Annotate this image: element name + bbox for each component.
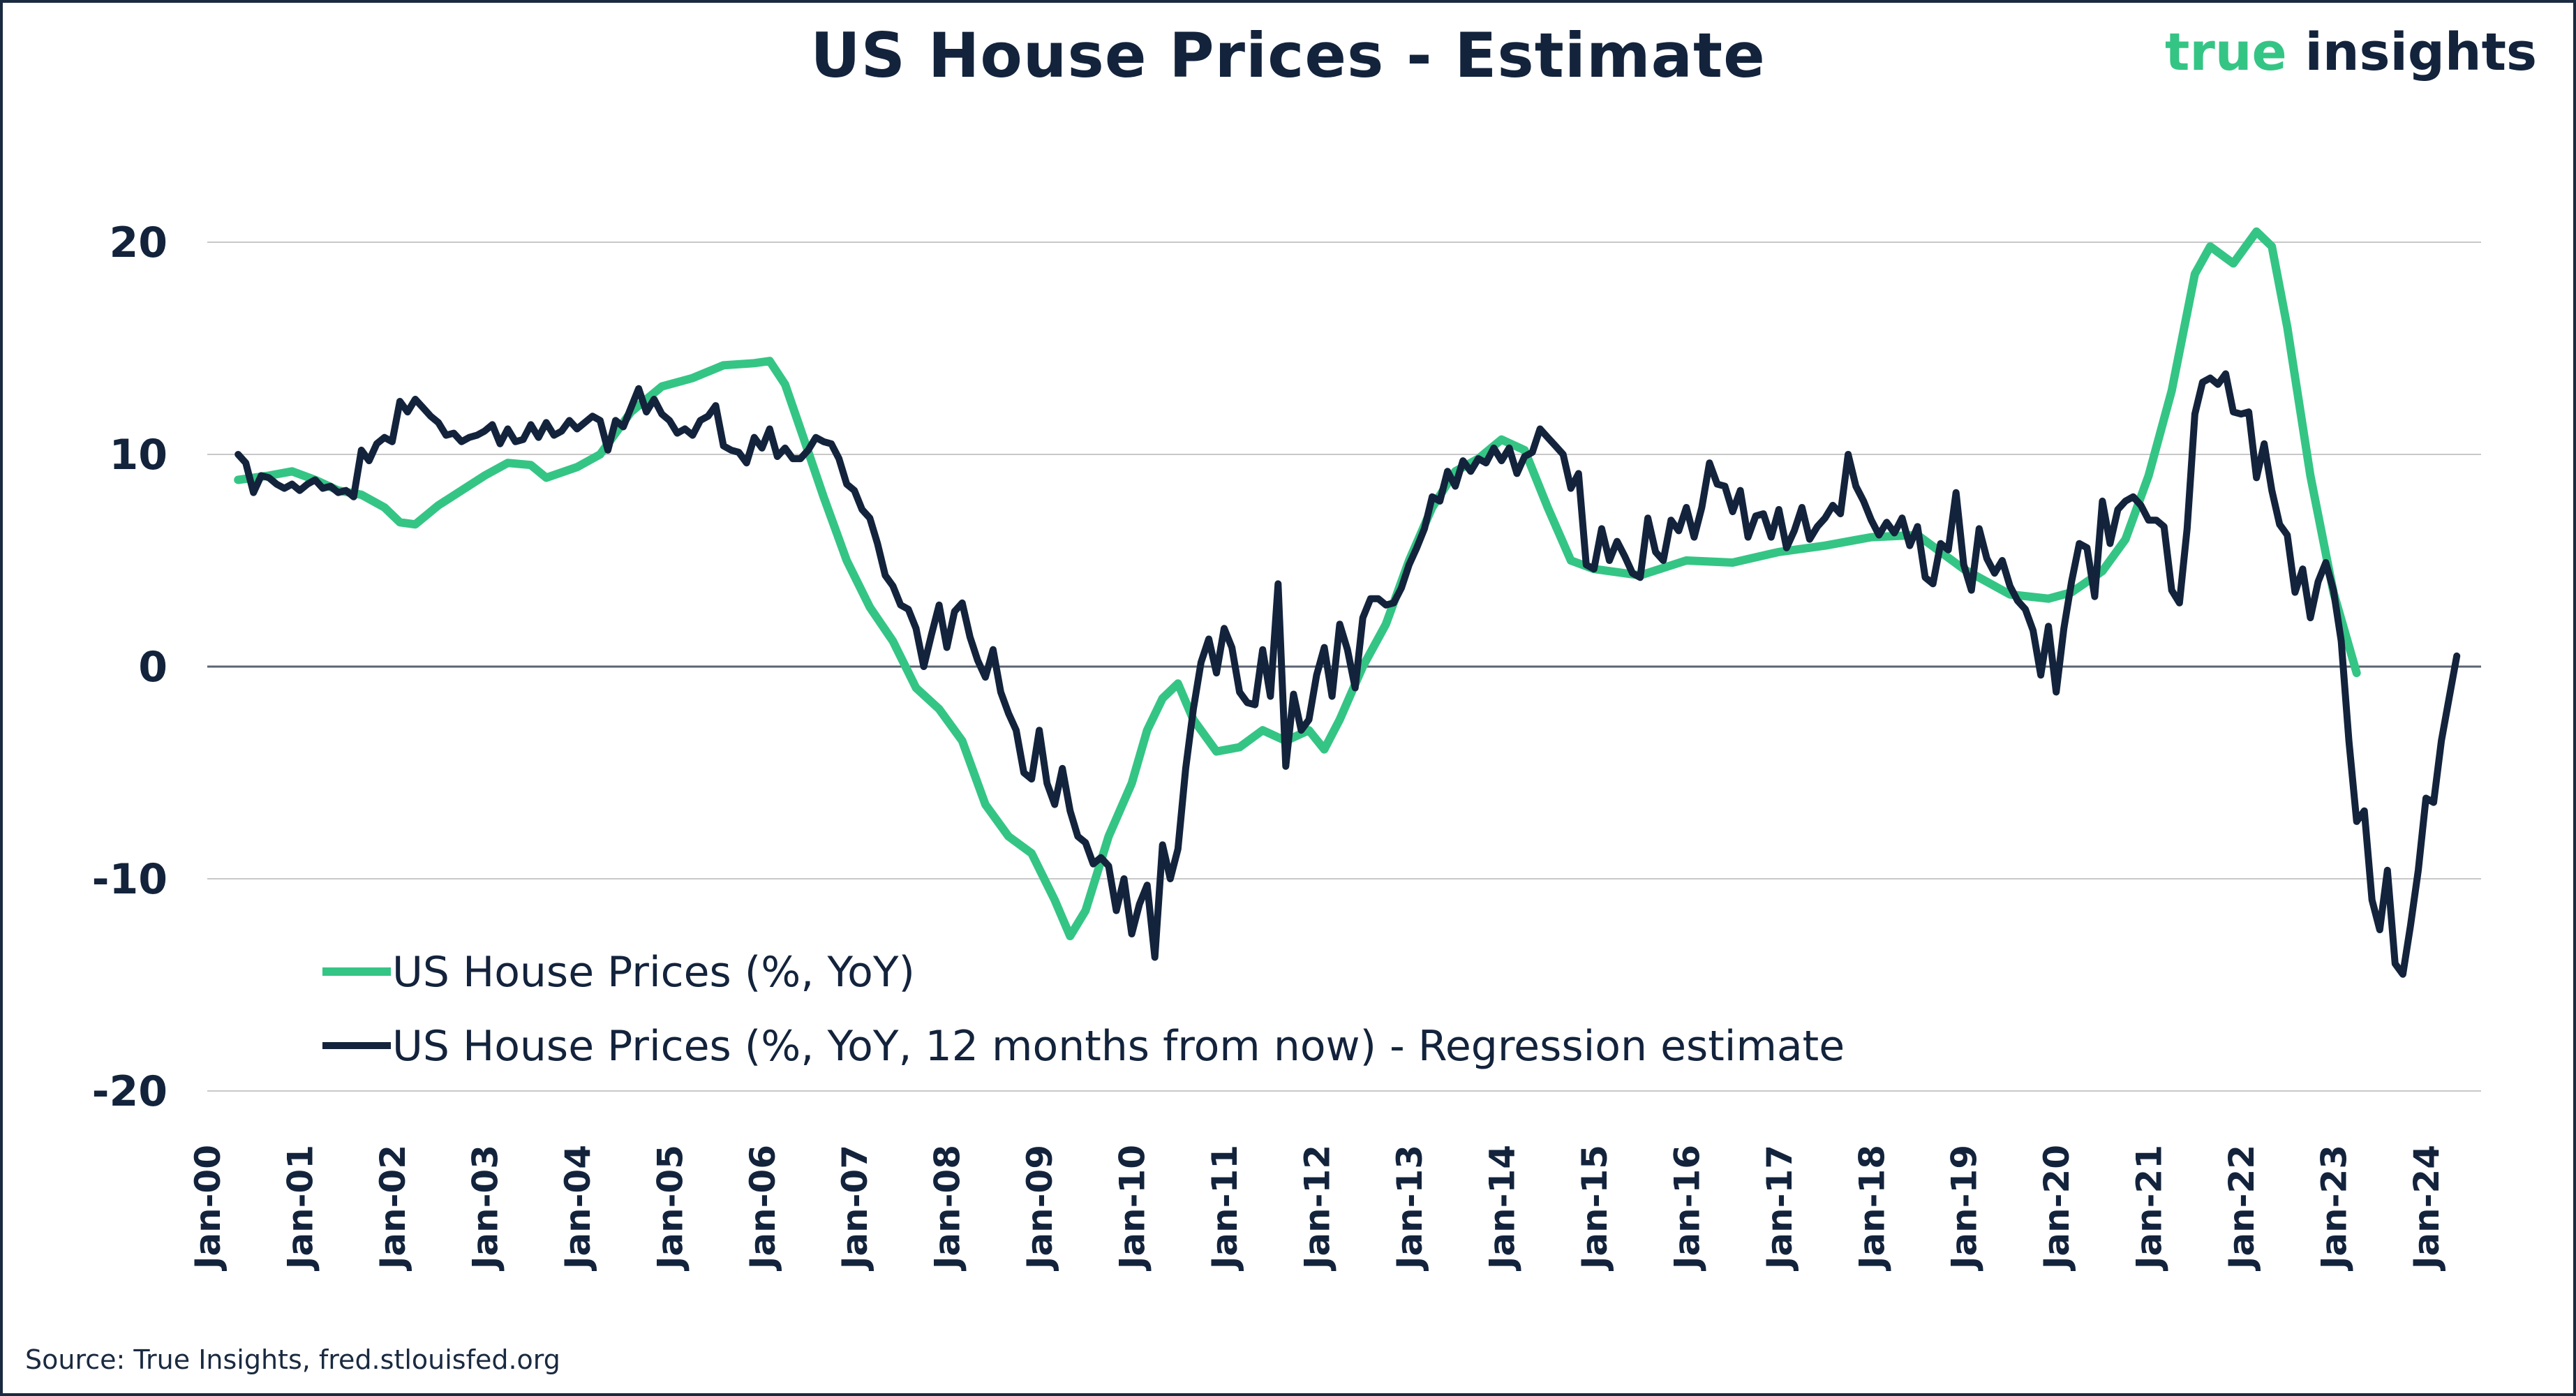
series-line-estimate (234, 370, 2461, 978)
x-tick-label: Jan-24 (2406, 1145, 2447, 1271)
x-tick-label: Jan-00 (188, 1145, 228, 1271)
y-tick-label: -20 (92, 1067, 167, 1116)
x-tick-label: Jan-17 (1759, 1145, 1800, 1271)
y-tick-label: -10 (92, 855, 167, 904)
x-tick-label: Jan-19 (1944, 1145, 1985, 1271)
source-note: Source: True Insights, fred.stlouisfed.o… (25, 1344, 560, 1375)
x-tick-label: Jan-08 (928, 1145, 968, 1271)
brand-logo: true insights (2165, 27, 2537, 78)
series-line-actual (234, 227, 2361, 941)
x-tick-label: Jan-21 (2129, 1145, 2170, 1271)
x-tick-label: Jan-22 (2221, 1145, 2262, 1271)
x-tick-label: Jan-15 (1574, 1145, 1615, 1271)
y-tick-label: 10 (110, 431, 168, 480)
brand-logo-word-true: true (2164, 22, 2287, 82)
y-tick-label: 20 (110, 218, 168, 267)
y-tick-label: 0 (138, 643, 167, 692)
x-tick-label: Jan-18 (1852, 1145, 1892, 1271)
x-tick-label: Jan-09 (1020, 1145, 1060, 1271)
x-tick-label: Jan-11 (1205, 1145, 1245, 1271)
x-tick-label: Jan-01 (280, 1145, 320, 1271)
legend-label: US House Prices (%, YoY, 12 months from … (392, 1022, 1845, 1071)
x-tick-label: Jan-13 (1390, 1145, 1430, 1271)
x-tick-label: Jan-23 (2314, 1145, 2355, 1271)
x-tick-label: Jan-12 (1297, 1145, 1338, 1271)
x-tick-label: Jan-10 (1112, 1145, 1153, 1271)
chart-title: US House Prices - Estimate (810, 20, 1766, 91)
brand-logo-word-insights: insights (2305, 22, 2537, 82)
legend-label: US House Prices (%, YoY) (392, 948, 915, 997)
x-tick-label: Jan-04 (558, 1145, 598, 1271)
x-tick-label: Jan-14 (1482, 1145, 1522, 1271)
x-tick-label: Jan-07 (835, 1145, 875, 1271)
x-tick-label: Jan-02 (373, 1145, 413, 1271)
x-tick-label: Jan-16 (1667, 1145, 1707, 1271)
x-tick-label: Jan-06 (743, 1145, 783, 1271)
x-tick-label: Jan-05 (650, 1145, 690, 1271)
x-tick-label: Jan-20 (2037, 1145, 2077, 1271)
x-tick-label: Jan-03 (465, 1145, 505, 1271)
